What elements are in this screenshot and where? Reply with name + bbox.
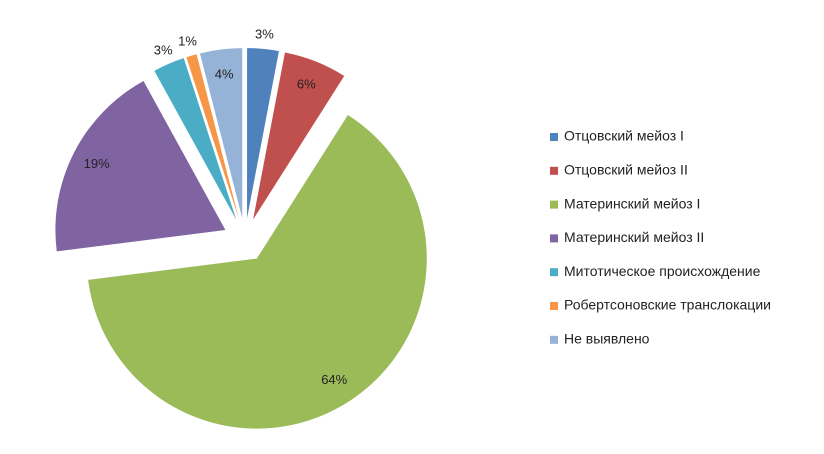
data-label: 1% (178, 34, 197, 49)
pie-slice (55, 81, 226, 252)
pie-slice (199, 48, 243, 219)
pie-slice (88, 115, 427, 429)
data-label: 4% (215, 66, 234, 81)
legend-label: Материнский мейоз I (564, 195, 700, 211)
pie-slice (186, 54, 239, 219)
legend-swatch (550, 335, 558, 344)
legend-swatch (550, 302, 558, 310)
legend-swatch (550, 268, 558, 277)
legend-label: Отцовский мейоз II (564, 162, 688, 178)
data-label: 6% (297, 77, 316, 92)
legend-label: Не выявлено (564, 331, 650, 347)
pie-slice (253, 52, 345, 220)
legend-swatch (550, 133, 558, 141)
legend-swatch (550, 200, 558, 209)
legend-swatch (550, 166, 558, 175)
data-label: 3% (255, 26, 274, 41)
data-label: 19% (84, 156, 110, 171)
data-label: 3% (154, 42, 173, 57)
legend-label: Материнский мейоз II (564, 229, 704, 245)
pie-slice (154, 58, 237, 220)
legend-label: Митотическое происхождение (564, 263, 761, 279)
data-label: 64% (321, 372, 347, 387)
legend-label: Отцовский мейоз I (564, 128, 684, 144)
legend-label: Робертсоновские транслокации (564, 297, 771, 313)
legend-swatch (550, 234, 558, 243)
pie-slice (247, 48, 279, 219)
